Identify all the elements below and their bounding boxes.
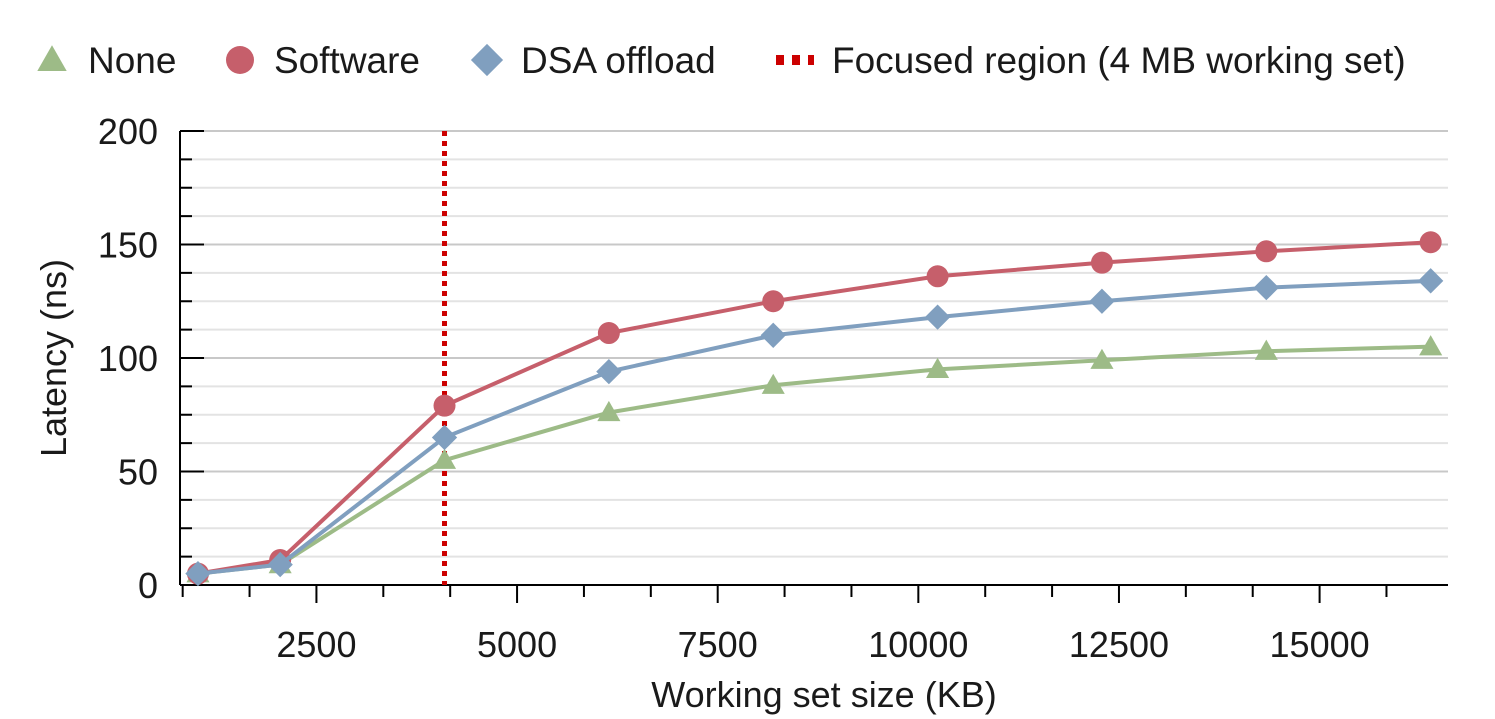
legend-label-dsa-offload: DSA offload — [521, 40, 716, 81]
y-tick-label: 200 — [98, 111, 158, 152]
data-point-dsa-offload — [1253, 274, 1279, 301]
data-point-software — [433, 394, 456, 417]
data-point-software — [1255, 240, 1278, 263]
legend-label-focused-region: Focused region (4 MB working set) — [832, 40, 1406, 81]
legend-marker-dsa-offload — [470, 43, 504, 77]
data-point-dsa-offload — [924, 304, 951, 330]
y-axis-title: Latency (ns) — [33, 259, 74, 457]
x-tick-label: 5000 — [477, 624, 557, 665]
series-layer — [185, 231, 1444, 587]
x-tick-label: 12500 — [1069, 624, 1169, 665]
data-point-dsa-offload — [760, 322, 786, 348]
data-point-dsa-offload — [1418, 268, 1444, 294]
data-point-software — [926, 265, 949, 288]
x-tick-label: 2500 — [276, 624, 356, 665]
data-point-dsa-offload — [431, 424, 458, 451]
legend: None Software DSA offload Focused region (4… — [37, 40, 1406, 81]
legend-label-none: None — [88, 40, 176, 81]
legend-marker-none — [37, 45, 67, 72]
data-point-none — [1254, 339, 1278, 360]
data-point-none — [597, 400, 621, 422]
data-point-software — [1090, 251, 1113, 274]
y-tick-label: 0 — [138, 565, 158, 606]
axis-layer: 0 50 100 150 200 2500 5000 7500 10000 12500 15000 — [98, 111, 1448, 665]
series-line-none — [197, 344, 1431, 576]
data-point-software — [597, 322, 620, 345]
data-point-none — [761, 373, 785, 394]
x-axis-title: Working set size (KB) — [651, 674, 996, 715]
x-tick-label: 7500 — [678, 624, 758, 665]
legend-marker-software — [226, 46, 254, 74]
data-point-dsa-offload — [267, 551, 293, 578]
grid-layer — [180, 130, 1448, 558]
y-tick-label: 50 — [118, 452, 158, 493]
legend-label-software: Software — [274, 40, 420, 81]
y-tick-label: 150 — [98, 225, 158, 266]
series-line-software — [197, 240, 1431, 576]
x-tick-label: 10000 — [868, 624, 968, 665]
data-point-none — [432, 448, 457, 469]
data-point-dsa-offload — [185, 561, 211, 587]
y-tick-label: 100 — [98, 338, 158, 379]
data-point-none — [1090, 348, 1114, 369]
data-point-software — [1419, 231, 1442, 254]
data-point-dsa-offload — [596, 358, 622, 385]
data-point-none — [926, 357, 950, 379]
data-point-dsa-offload — [1089, 288, 1115, 314]
x-tick-label: 15000 — [1270, 624, 1370, 665]
series-line-dsa-offload — [197, 278, 1431, 576]
data-point-software — [762, 290, 785, 313]
data-point-none — [1419, 335, 1443, 356]
